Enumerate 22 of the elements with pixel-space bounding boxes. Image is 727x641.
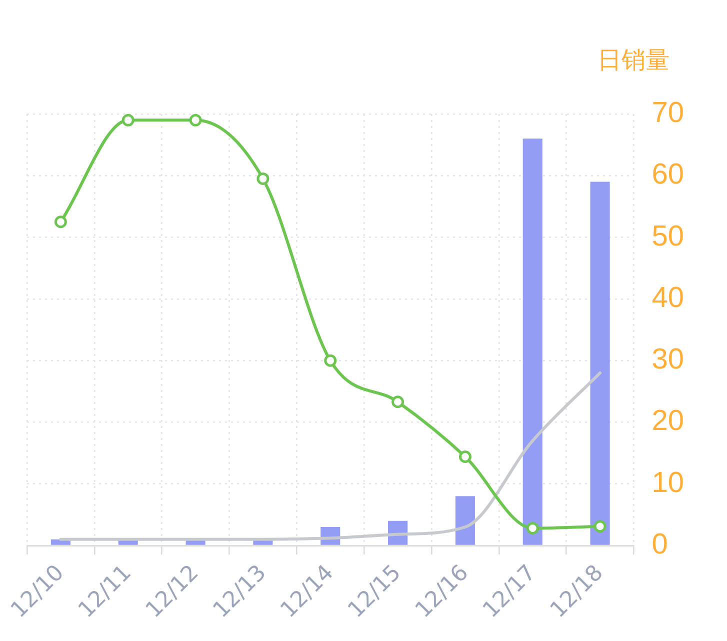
point bbox=[594, 520, 606, 533]
y-tick-label: 10 bbox=[652, 466, 684, 499]
point bbox=[122, 114, 134, 126]
bar bbox=[590, 182, 610, 545]
point bbox=[526, 522, 539, 534]
point bbox=[54, 216, 67, 228]
bar bbox=[522, 138, 542, 545]
y-axis-title: 日销量 bbox=[598, 46, 670, 74]
point bbox=[189, 114, 202, 126]
y-tick-label: 20 bbox=[652, 405, 684, 438]
y-tick-label: 60 bbox=[652, 158, 684, 191]
y-tick-label: 70 bbox=[652, 97, 684, 129]
bar bbox=[455, 496, 475, 545]
y-tick-label: 50 bbox=[652, 220, 684, 252]
y-tick-label: 0 bbox=[652, 528, 668, 560]
point bbox=[458, 450, 472, 463]
point bbox=[324, 354, 337, 367]
y-tick-label: 30 bbox=[652, 344, 684, 376]
point bbox=[392, 396, 404, 408]
y-tick-label: 40 bbox=[652, 282, 684, 314]
line-series bbox=[59, 371, 602, 541]
point bbox=[256, 172, 270, 185]
